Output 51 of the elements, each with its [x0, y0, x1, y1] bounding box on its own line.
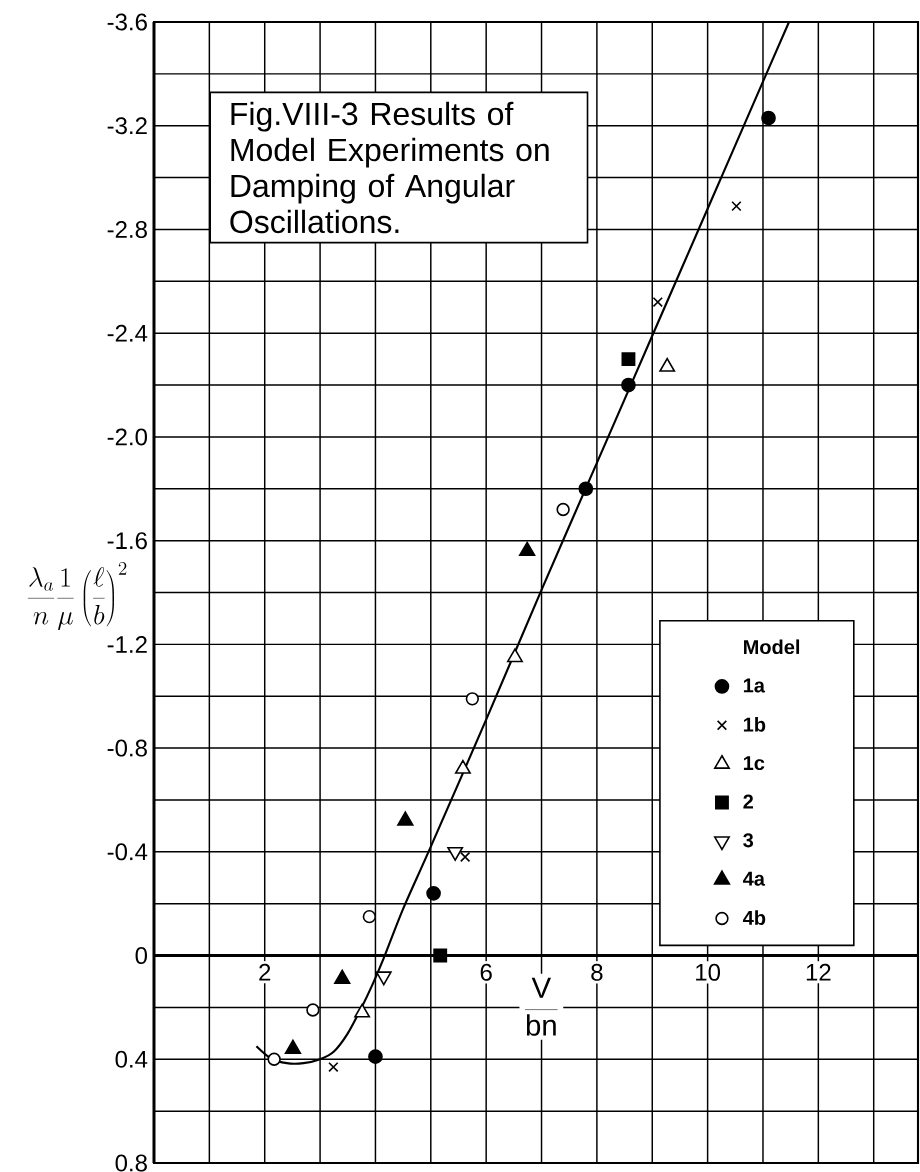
- point: [731, 200, 742, 212]
- legend-label: 1c: [743, 756, 765, 771]
- point: [397, 811, 414, 826]
- point: [761, 110, 776, 126]
- y-tick-label: 0.4: [115, 1050, 148, 1068]
- legend-label: 1b: [743, 716, 766, 732]
- point: [518, 541, 536, 557]
- point: [362, 909, 377, 924]
- point: [621, 352, 636, 367]
- x-axis-title: $\frac{\mathrm{V}}{\mathrm{bn}}$: [525, 977, 558, 1036]
- y-tick-label: -1.6: [107, 532, 147, 550]
- point: [652, 296, 663, 308]
- y-tick-label: -1.2: [107, 635, 147, 653]
- point: [465, 692, 479, 706]
- point: [433, 948, 448, 963]
- point: [578, 481, 594, 497]
- y-tick-label: -2.0: [107, 428, 148, 446]
- y-tick-label: -3.2: [107, 117, 147, 135]
- point: [306, 1003, 320, 1017]
- point: [284, 1039, 302, 1054]
- x-tick-label: 6: [480, 963, 492, 981]
- legend-label: 2: [743, 794, 753, 809]
- x-tick-label: 12: [806, 963, 831, 981]
- legend-label: 4a: [742, 871, 766, 886]
- legend-label: 3: [743, 833, 754, 848]
- y-tick-label: 0: [135, 947, 148, 965]
- point: [368, 1049, 383, 1065]
- point: [460, 851, 471, 863]
- x-tick-label: 2: [259, 963, 271, 981]
- y-tick-label: -0.8: [107, 739, 147, 757]
- y-tick-label: -2.8: [107, 220, 147, 238]
- point: [507, 648, 523, 663]
- y-tick-label: -0.4: [107, 843, 148, 861]
- legend-label: 1a: [743, 678, 766, 693]
- x-tick-label: 8: [591, 963, 603, 981]
- point: [334, 969, 351, 984]
- point: [354, 1003, 371, 1018]
- text: Fig.VIII-3 Results of Model Experiments on Damping of Angular Oscillations.: [230, 101, 549, 234]
- y-tick-label: -2.4: [107, 324, 148, 342]
- y-tick-label: -3.6: [107, 13, 147, 31]
- x-tick-label: 10: [696, 963, 721, 981]
- point: [328, 1061, 339, 1073]
- point: [426, 885, 441, 901]
- y-tick-label: 0.8: [115, 1154, 147, 1172]
- point: [556, 502, 570, 517]
- point: [454, 759, 471, 774]
- y-axis-title: $\frac{\lambda_a}{n}\frac{1}{\mu}\left(\frac{\ell}{b}\right)^{2}$: [27, 561, 127, 631]
- legend-label: 4b: [742, 910, 766, 925]
- point: [267, 1052, 281, 1066]
- point: [621, 377, 636, 393]
- legend-title: Model: [744, 639, 800, 655]
